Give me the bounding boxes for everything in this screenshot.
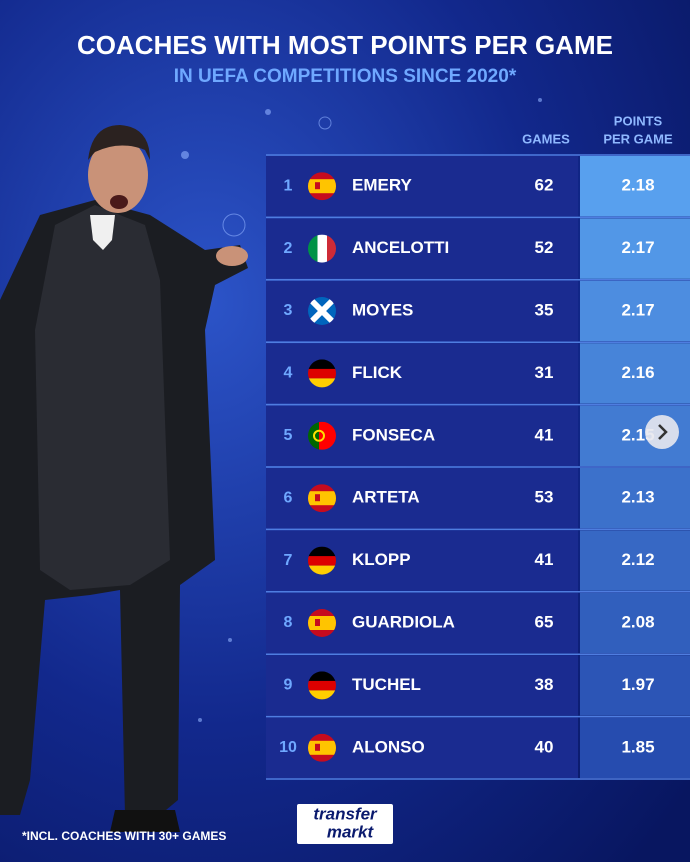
games: 31: [535, 363, 554, 382]
title: COACHES WITH MOST POINTS PER GAME: [77, 30, 613, 60]
points-per-game: 2.13: [621, 488, 654, 507]
games: 38: [535, 675, 554, 694]
rank: 7: [284, 552, 293, 569]
coach-name: EMERY: [352, 176, 412, 195]
coach-photo: [0, 125, 248, 832]
ppg-cell: [580, 343, 690, 404]
rank: 2: [284, 240, 293, 257]
rank: 1: [284, 177, 293, 194]
rank: 5: [284, 427, 293, 444]
next-button[interactable]: [645, 415, 679, 449]
games: 40: [535, 737, 554, 756]
rank: 9: [284, 677, 293, 694]
logo-text: transfer: [313, 804, 378, 823]
subtitle: IN UEFA COMPETITIONS SINCE 2020*: [174, 66, 517, 87]
points-per-game: 2.17: [621, 300, 654, 319]
coach-name: TUCHEL: [352, 675, 421, 694]
rank: 4: [284, 365, 293, 382]
ppg-cell: [580, 280, 690, 342]
games: 53: [535, 488, 554, 507]
column-header: PER GAME: [603, 131, 673, 146]
column-header: POINTS: [614, 113, 663, 128]
coach-name: MOYES: [352, 300, 413, 319]
ppg-cell: [580, 530, 690, 591]
flag: [308, 297, 336, 325]
points-per-game: 2.12: [621, 550, 654, 569]
next-arrow[interactable]: [658, 424, 668, 440]
points-per-game: 2.08: [621, 612, 654, 631]
ppg-cell: [580, 655, 690, 716]
flag: [308, 172, 336, 200]
ppg-cell: [580, 592, 690, 654]
coach-name: GUARDIOLA: [352, 612, 455, 631]
ppg-cell: [580, 156, 690, 217]
games: 52: [535, 238, 554, 257]
games: 41: [535, 425, 554, 444]
coach-name: FONSECA: [352, 425, 435, 444]
points-per-game: 2.18: [621, 176, 654, 195]
ppg-cell: [580, 468, 690, 529]
games: 35: [535, 300, 554, 319]
points-per-game: 1.85: [621, 737, 654, 756]
ppg-cell: [580, 218, 690, 279]
rank: 6: [284, 489, 293, 506]
points-per-game: 2.17: [621, 238, 654, 257]
games: 62: [535, 176, 554, 195]
points-per-game: 1.97: [621, 675, 654, 694]
sparkles: [181, 98, 542, 722]
rank: 3: [284, 302, 293, 319]
coach-name: KLOPP: [352, 550, 411, 569]
logo: transfer markt: [297, 804, 393, 844]
points-per-game: 2.16: [621, 363, 654, 382]
coach-name: ALONSO: [352, 737, 425, 756]
flag: [308, 734, 336, 762]
column-header: GAMES: [522, 131, 570, 146]
flag: [308, 484, 336, 512]
games: 65: [535, 612, 554, 631]
coach-name: ANCELOTTI: [352, 238, 449, 257]
coach-name: ARTETA: [352, 488, 420, 507]
ppg-cell: [580, 717, 690, 778]
games: 41: [535, 550, 554, 569]
flag: [308, 609, 336, 637]
footnote: *INCL. COACHES WITH 30+ GAMES: [22, 829, 226, 843]
table: 1 EMERY 62 2.18 2 ANCELOTTI 52 2.17 3 MOYES 35 2.17…: [266, 154, 690, 780]
rank: 8: [284, 614, 293, 631]
rank: 10: [279, 739, 297, 756]
coach-name: FLICK: [352, 363, 403, 382]
logo-text: markt: [327, 822, 375, 841]
next-button-circle[interactable]: [645, 415, 679, 449]
